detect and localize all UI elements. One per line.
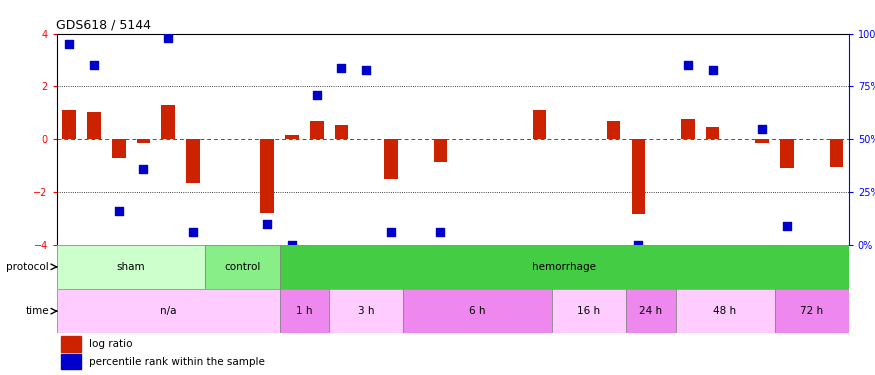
Bar bbox=[329, 289, 403, 333]
Bar bbox=[774, 289, 849, 333]
Bar bbox=[285, 135, 298, 139]
Point bbox=[384, 229, 398, 235]
Point bbox=[433, 229, 447, 235]
Bar bbox=[161, 105, 175, 139]
Bar bbox=[88, 111, 101, 139]
Point bbox=[62, 41, 76, 47]
Bar bbox=[626, 289, 676, 333]
Text: GDS618 / 5144: GDS618 / 5144 bbox=[56, 18, 151, 31]
Point bbox=[87, 62, 101, 68]
Bar bbox=[280, 245, 849, 289]
Text: protocol: protocol bbox=[6, 262, 49, 272]
Bar bbox=[186, 139, 200, 183]
Text: log ratio: log ratio bbox=[88, 339, 132, 349]
Point bbox=[112, 208, 126, 214]
Bar bbox=[681, 120, 695, 139]
Point bbox=[136, 166, 150, 172]
Point bbox=[161, 35, 175, 41]
Point bbox=[186, 229, 200, 235]
Bar bbox=[261, 139, 274, 213]
Text: control: control bbox=[224, 262, 261, 272]
Point bbox=[285, 242, 299, 248]
Point bbox=[705, 67, 719, 73]
Text: 16 h: 16 h bbox=[578, 306, 600, 316]
Bar bbox=[533, 110, 546, 139]
Bar bbox=[632, 139, 645, 214]
Bar bbox=[112, 139, 125, 158]
Point bbox=[310, 92, 324, 98]
Text: n/a: n/a bbox=[160, 306, 177, 316]
Point bbox=[780, 223, 794, 229]
Bar bbox=[830, 139, 844, 167]
Text: 72 h: 72 h bbox=[800, 306, 823, 316]
Text: percentile rank within the sample: percentile rank within the sample bbox=[88, 357, 264, 367]
Bar bbox=[280, 289, 329, 333]
Bar bbox=[206, 245, 280, 289]
Point bbox=[260, 220, 274, 226]
Bar bbox=[403, 289, 552, 333]
Point bbox=[360, 67, 374, 73]
Text: 1 h: 1 h bbox=[296, 306, 312, 316]
Bar bbox=[136, 139, 150, 143]
Text: 6 h: 6 h bbox=[469, 306, 486, 316]
Bar bbox=[57, 289, 280, 333]
Bar bbox=[607, 121, 620, 139]
Bar bbox=[706, 128, 719, 139]
Point bbox=[681, 62, 695, 68]
Bar bbox=[334, 125, 348, 139]
Bar bbox=[57, 245, 206, 289]
Bar bbox=[755, 139, 769, 143]
Point bbox=[632, 242, 646, 248]
Bar bbox=[434, 139, 447, 162]
Text: 3 h: 3 h bbox=[358, 306, 374, 316]
Point bbox=[755, 126, 769, 132]
Text: 24 h: 24 h bbox=[640, 306, 662, 316]
Text: hemorrhage: hemorrhage bbox=[532, 262, 596, 272]
Bar bbox=[310, 121, 324, 139]
Text: time: time bbox=[25, 306, 49, 316]
Bar bbox=[780, 139, 794, 168]
Bar bbox=[61, 336, 80, 351]
Bar bbox=[552, 289, 626, 333]
Bar bbox=[62, 110, 76, 139]
Bar bbox=[676, 289, 774, 333]
Bar bbox=[61, 354, 80, 369]
Bar bbox=[384, 139, 398, 179]
Point bbox=[334, 64, 348, 70]
Text: sham: sham bbox=[116, 262, 145, 272]
Text: 48 h: 48 h bbox=[713, 306, 737, 316]
